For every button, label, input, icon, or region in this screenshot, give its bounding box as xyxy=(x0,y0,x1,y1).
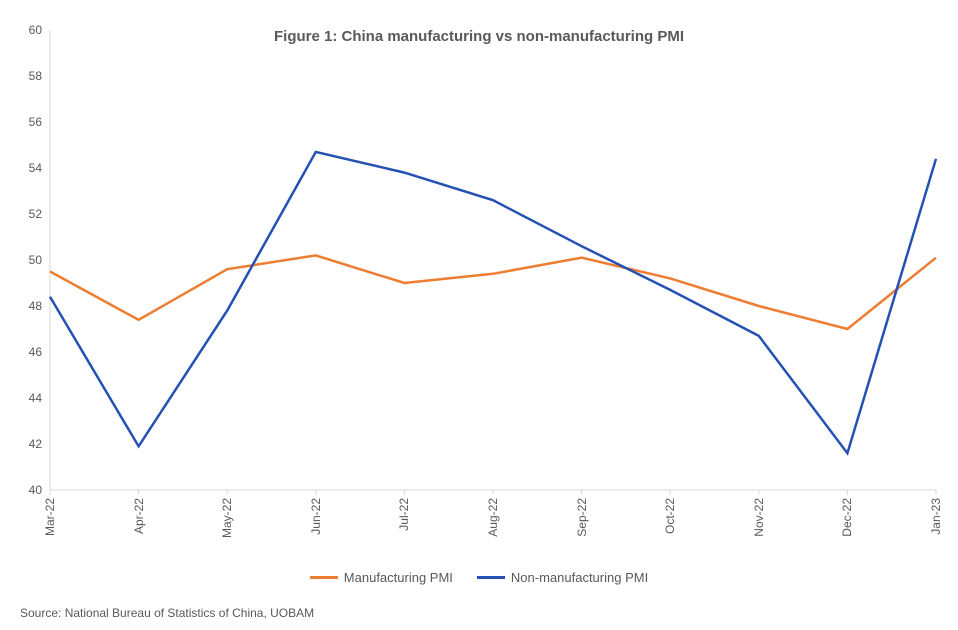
legend-label: Non-manufacturing PMI xyxy=(511,570,648,585)
y-tick-label: 52 xyxy=(29,207,50,221)
y-tick-label: 56 xyxy=(29,115,50,129)
series-group xyxy=(50,152,936,453)
y-tick-label: 50 xyxy=(29,253,50,267)
chart-container: Figure 1: China manufacturing vs non-man… xyxy=(0,0,958,630)
series-line xyxy=(50,152,936,453)
y-tick-label: 46 xyxy=(29,345,50,359)
plot-area: 4042444648505254565860 Mar-22Apr-22May-2… xyxy=(50,30,936,490)
y-tick-label: 54 xyxy=(29,161,50,175)
y-tick-label: 40 xyxy=(29,483,50,497)
x-tick-label: May-22 xyxy=(220,498,234,538)
legend-label: Manufacturing PMI xyxy=(344,570,453,585)
x-tick-label: Jun-22 xyxy=(309,498,323,535)
x-tick-label: Jan-23 xyxy=(929,498,943,535)
source-note: Source: National Bureau of Statistics of… xyxy=(20,606,314,620)
x-tick-marks xyxy=(50,490,936,495)
y-tick-label: 48 xyxy=(29,299,50,313)
y-tick-label: 42 xyxy=(29,437,50,451)
y-tick-label: 60 xyxy=(29,23,50,37)
legend-swatch xyxy=(310,576,338,579)
y-tick-label: 58 xyxy=(29,69,50,83)
legend-item: Manufacturing PMI xyxy=(310,570,453,585)
x-tick-label: Sep-22 xyxy=(575,498,589,537)
legend: Manufacturing PMI Non-manufacturing PMI xyxy=(0,570,958,585)
x-tick-label: Dec-22 xyxy=(840,498,854,537)
x-tick-label: Jul-22 xyxy=(397,498,411,531)
chart-svg xyxy=(50,30,936,490)
x-tick-label: Oct-22 xyxy=(663,498,677,534)
legend-item: Non-manufacturing PMI xyxy=(477,570,648,585)
series-line xyxy=(50,255,936,329)
y-tick-label: 44 xyxy=(29,391,50,405)
legend-swatch xyxy=(477,576,505,579)
x-tick-label: Mar-22 xyxy=(43,498,57,536)
x-tick-label: Apr-22 xyxy=(132,498,146,534)
x-tick-label: Nov-22 xyxy=(752,498,766,537)
x-tick-label: Aug-22 xyxy=(486,498,500,537)
